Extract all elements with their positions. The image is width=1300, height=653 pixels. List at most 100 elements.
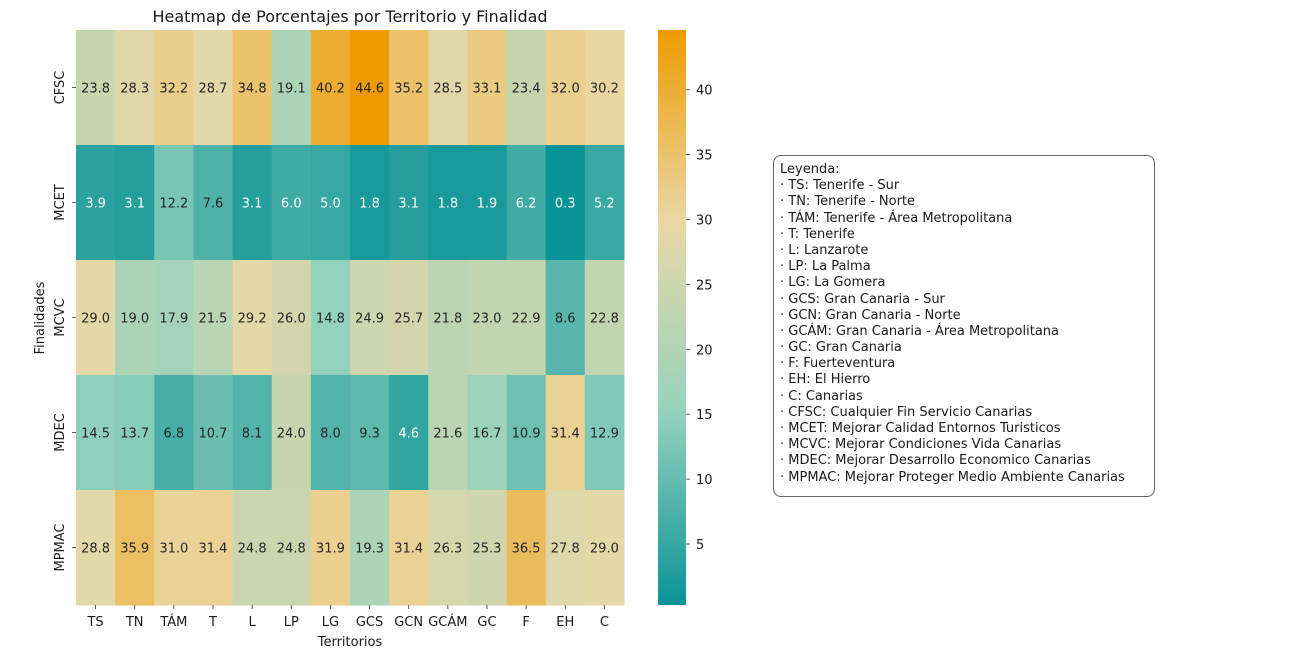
x-tick-label: GCN	[394, 615, 423, 630]
x-tick-label: C	[600, 615, 609, 630]
cell-value-label: 1.8	[437, 197, 458, 212]
heatmap-cell	[76, 30, 116, 146]
cell-value-label: 6.8	[164, 427, 185, 442]
legend-item: · L: Lanzarote	[780, 242, 869, 258]
heatmap-cell	[428, 260, 468, 376]
heatmap-cell	[310, 30, 351, 146]
heatmap-cell	[76, 145, 116, 261]
cell-value-label: 32.0	[551, 82, 580, 97]
cell-value-label: 16.7	[472, 427, 501, 442]
y-tick-label: MCVC	[53, 298, 68, 336]
cell-value-label: 3.9	[85, 197, 106, 212]
heatmap-cell	[115, 30, 155, 146]
heatmap-cell	[506, 145, 547, 261]
heatmap-cell	[154, 375, 194, 491]
cell-value-label: 31.4	[394, 542, 423, 557]
heatmap-cell	[428, 145, 468, 261]
cell-value-label: 31.4	[551, 427, 580, 442]
y-axis-label: Finalidades	[33, 281, 48, 354]
heatmap-cell	[310, 490, 351, 606]
cell-value-label: 28.8	[81, 542, 110, 557]
legend-item: · GCS: Gran Canaria - Sur	[780, 291, 945, 307]
cell-value-label: 40.2	[316, 82, 345, 97]
cell-value-label: 21.8	[433, 312, 462, 327]
cell-value-label: 23.8	[81, 82, 110, 97]
cell-value-label: 5.0	[320, 197, 341, 212]
heatmap-cell	[584, 375, 625, 491]
cell-value-label: 31.4	[199, 542, 228, 557]
heatmap-cell	[115, 375, 155, 491]
legend-box: Leyenda: · TS: Tenerife - Sur · TN: Tene…	[773, 155, 1155, 497]
heatmap-cell	[271, 260, 312, 376]
heatmap-cell	[154, 490, 194, 606]
heatmap-cell	[506, 490, 547, 606]
colorbar-tick-label: 40	[696, 84, 713, 99]
heatmap-cell	[232, 30, 273, 146]
heatmap-cell	[467, 30, 508, 146]
heatmap-cell	[545, 145, 586, 261]
legend-item: · F: Fuerteventura	[780, 356, 896, 372]
cell-value-label: 12.9	[590, 427, 619, 442]
cell-value-label: 19.0	[120, 312, 149, 327]
legend-title: Leyenda:	[780, 162, 840, 177]
cell-value-label: 8.6	[555, 312, 576, 327]
cell-value-label: 5.2	[594, 197, 615, 212]
cell-value-label: 21.5	[199, 312, 228, 327]
heatmap-cell	[310, 260, 351, 376]
heatmap-cell	[428, 490, 468, 606]
legend-item: · MCET: Mejorar Calidad Entornos Turisti…	[780, 421, 1061, 436]
legend-item: · LG: La Gomera	[780, 275, 886, 291]
legend-item: · GCÁM: Gran Canaria - Área Metropolitan…	[780, 323, 1059, 339]
heatmap-cell	[584, 30, 625, 146]
legend-item: · TS: Tenerife - Sur	[780, 178, 900, 194]
cell-value-label: 19.1	[277, 82, 306, 97]
heatmap-cell	[545, 260, 586, 376]
legend-item: · T: Tenerife	[780, 226, 855, 242]
x-tick-label: LP	[284, 615, 299, 630]
legend-item: · C: Canarias	[780, 388, 863, 404]
cell-value-label: 3.1	[242, 197, 263, 212]
heatmap-cell	[115, 260, 155, 376]
x-tick-label: LG	[322, 615, 339, 630]
x-tick-label: T	[208, 615, 217, 630]
legend-item: · GC: Gran Canaria	[780, 340, 902, 356]
heatmap-cell	[545, 375, 586, 491]
colorbar-tick-label: 30	[696, 214, 713, 229]
heatmap-cell	[232, 260, 273, 376]
cell-value-label: 29.0	[81, 312, 110, 327]
colorbar-tick-label: 10	[696, 473, 713, 488]
heatmap-cell	[349, 375, 390, 491]
cell-value-label: 21.6	[433, 427, 462, 442]
cell-value-label: 31.0	[159, 542, 188, 557]
cell-value-label: 19.3	[355, 542, 384, 557]
heatmap-cell	[271, 30, 312, 146]
cell-value-label: 7.6	[203, 197, 224, 212]
cell-value-label: 22.8	[590, 312, 619, 327]
cell-value-label: 1.9	[477, 197, 498, 212]
cell-value-label: 31.9	[316, 542, 345, 557]
cell-value-label: 9.3	[359, 427, 380, 442]
heatmap-cell	[232, 145, 273, 261]
heatmap-cell	[467, 145, 508, 261]
y-tick-label: MDEC	[53, 413, 68, 452]
cell-value-label: 29.0	[590, 542, 619, 557]
heatmap-cell	[428, 375, 468, 491]
heatmap-cell	[310, 145, 351, 261]
cell-value-label: 24.8	[238, 542, 267, 557]
heatmap-cell	[349, 145, 390, 261]
heatmap-cell	[193, 490, 234, 606]
cell-value-label: 25.7	[394, 312, 423, 327]
heatmap-cell	[349, 30, 390, 146]
cell-value-label: 24.9	[355, 312, 384, 327]
legend-item: · MCVC: Mejorar Condiciones Vida Canaria…	[780, 437, 1062, 453]
cell-value-label: 6.2	[516, 197, 537, 212]
heatmap-cell	[193, 145, 234, 261]
x-axis-ticks: TS TN TÁM T L LP LG GCS GCN GCÁM GC F EH C	[86, 605, 609, 630]
cell-value-label: 10.7	[199, 427, 228, 442]
heatmap-cell	[506, 260, 547, 376]
heatmap-cell	[584, 145, 625, 261]
cell-value-label: 24.8	[277, 542, 306, 557]
cell-value-label: 32.2	[159, 82, 188, 97]
chart-title: Heatmap de Porcentajes por Territorio y …	[152, 7, 547, 26]
y-tick-label: MPMAC	[53, 523, 68, 571]
